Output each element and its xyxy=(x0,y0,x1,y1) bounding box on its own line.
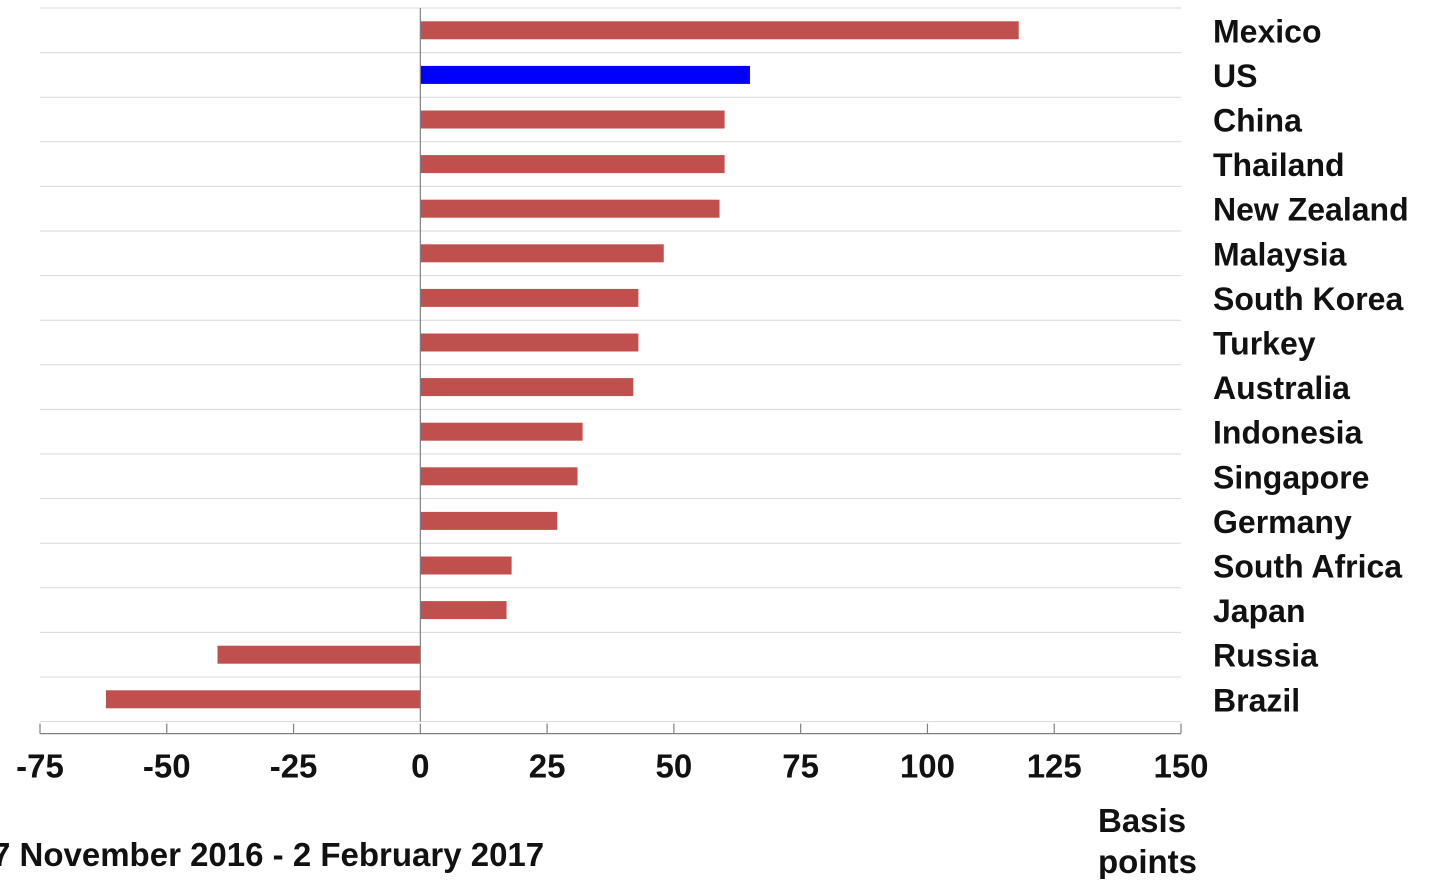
x-tick-label: 0 xyxy=(411,748,429,785)
bar-indonesia xyxy=(420,422,583,441)
x-tick-label: 125 xyxy=(1027,748,1082,785)
category-label: Malaysia xyxy=(1213,236,1347,272)
category-label: Thailand xyxy=(1213,147,1345,183)
category-label: Mexico xyxy=(1213,13,1321,49)
category-label: Germany xyxy=(1213,504,1352,540)
bar-thailand xyxy=(420,155,725,174)
bar-malaysia xyxy=(420,244,664,263)
bar-south-korea xyxy=(420,288,639,307)
x-tick-label: 150 xyxy=(1153,748,1208,785)
category-label: China xyxy=(1213,103,1302,139)
x-tick-label: 75 xyxy=(782,748,819,785)
x-tick-label: -25 xyxy=(270,748,318,785)
bars xyxy=(105,21,1019,709)
category-labels: Mexico US China Thailand New Zealand Malaysia… xyxy=(1213,13,1409,718)
bar-singapore xyxy=(420,467,578,486)
category-label: Australia xyxy=(1213,370,1350,406)
period-note: 7 November 2016 - 2 February 2017 xyxy=(0,836,544,873)
category-label: New Zealand xyxy=(1213,192,1409,228)
x-tick-label: -50 xyxy=(143,748,191,785)
category-label: US xyxy=(1213,58,1257,94)
category-label: Turkey xyxy=(1213,326,1316,362)
bar-australia xyxy=(420,378,634,397)
category-label: Japan xyxy=(1213,593,1305,629)
category-label: Russia xyxy=(1213,638,1318,674)
x-tick-label: 25 xyxy=(529,748,566,785)
x-tick-label: 50 xyxy=(656,748,693,785)
x-axis: -75 -50 -25 0 25 50 75 100 125 150 xyxy=(16,8,1209,785)
bar-mexico xyxy=(420,21,1019,40)
gridlines xyxy=(40,7,1181,723)
x-tick-label: 100 xyxy=(900,748,955,785)
bar-russia xyxy=(217,645,421,664)
category-label: Indonesia xyxy=(1213,415,1363,451)
category-label: South Korea xyxy=(1213,281,1403,317)
category-label: South Africa xyxy=(1213,549,1402,585)
x-axis-label: points xyxy=(1098,843,1197,879)
bar-brazil xyxy=(105,690,421,709)
chart-text: Basis points 7 November 2016 - 2 February … xyxy=(0,802,1197,880)
x-tick-label: -75 xyxy=(16,748,64,785)
bar-china xyxy=(420,110,725,129)
bar-us xyxy=(420,65,750,84)
x-axis-label: Basis xyxy=(1098,802,1186,839)
category-label: Brazil xyxy=(1213,682,1300,718)
bar-germany xyxy=(420,511,558,530)
bar-new-zealand xyxy=(420,199,720,218)
bar-south-africa xyxy=(420,556,512,575)
bar-japan xyxy=(420,601,507,620)
bar-turkey xyxy=(420,333,639,352)
category-label: Singapore xyxy=(1213,459,1369,495)
